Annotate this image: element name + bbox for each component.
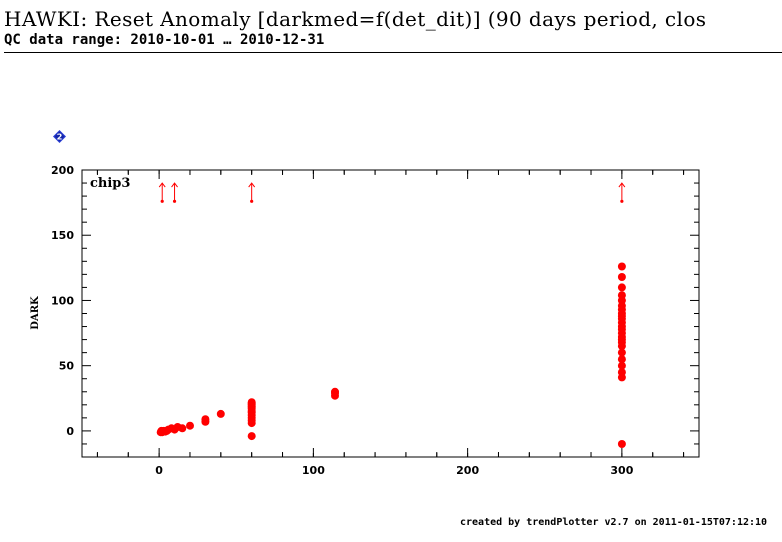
data-point bbox=[617, 262, 626, 271]
x-tick-label: 200 bbox=[456, 464, 479, 477]
y-tick-label: 100 bbox=[51, 294, 74, 307]
data-point bbox=[617, 283, 626, 292]
footer-credit: created by trendPlotter v2.7 on 2011-01-… bbox=[460, 517, 768, 528]
data-point bbox=[216, 409, 225, 418]
data-point bbox=[178, 424, 187, 433]
page-title: HAWKI: Reset Anomaly [darkmed=f(det_dit)… bbox=[4, 7, 707, 31]
svg-text:2: 2 bbox=[57, 132, 63, 141]
offscale-arrow-head bbox=[158, 182, 166, 188]
y-tick-label: 50 bbox=[59, 360, 75, 373]
header: HAWKI: Reset Anomaly [darkmed=f(det_dit)… bbox=[4, 8, 782, 48]
y-tick-label: 150 bbox=[51, 229, 74, 242]
data-point bbox=[201, 415, 210, 424]
y-tick-label: 200 bbox=[51, 164, 74, 177]
data-point bbox=[331, 387, 339, 396]
offscale-marker bbox=[172, 199, 177, 203]
plot-frame bbox=[81, 169, 700, 458]
header-divider bbox=[4, 52, 782, 53]
data-point bbox=[617, 348, 626, 357]
data-point bbox=[247, 398, 256, 407]
data-point bbox=[617, 368, 626, 377]
x-tick-label: 300 bbox=[610, 464, 633, 477]
offscale-arrow-head bbox=[618, 182, 626, 188]
offscale-marker bbox=[160, 199, 164, 203]
offscale-marker bbox=[620, 199, 624, 203]
offscale-arrow-head bbox=[248, 182, 256, 188]
help-diamond-icon[interactable]: 2 bbox=[53, 130, 66, 143]
y-axis-label: DARK bbox=[30, 296, 41, 330]
data-point bbox=[186, 421, 194, 430]
data-point bbox=[617, 440, 626, 448]
chart-title: chip3 bbox=[90, 176, 130, 191]
data-point bbox=[247, 432, 256, 441]
x-tick-label: 100 bbox=[302, 464, 325, 477]
y-tick-label: 0 bbox=[66, 425, 74, 438]
x-tick-label: 0 bbox=[155, 464, 163, 477]
data-point bbox=[617, 273, 626, 281]
qc-date-range: QC data range: 2010-10-01 … 2010-12-31 bbox=[4, 32, 325, 48]
data-point bbox=[617, 355, 626, 364]
offscale-marker bbox=[250, 199, 254, 203]
offscale-arrow-head bbox=[171, 182, 178, 188]
data-point bbox=[617, 291, 626, 300]
data-point bbox=[617, 361, 626, 370]
